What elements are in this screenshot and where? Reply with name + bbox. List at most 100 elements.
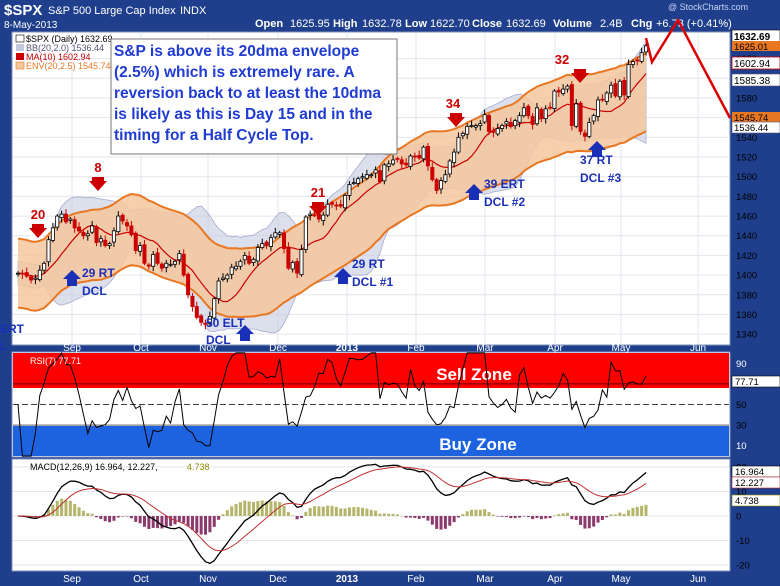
macd-hist-bar: [361, 507, 365, 516]
candle-body: [386, 163, 391, 167]
candle-body: [473, 125, 478, 128]
rsi-tick-label: 90: [736, 359, 747, 370]
candle-body: [159, 263, 164, 269]
candle-body: [526, 105, 531, 117]
volume-label: Volume: [553, 18, 592, 30]
x-tick-label-bottom: Sep: [63, 574, 81, 585]
x-tick-label: Jun: [690, 343, 706, 354]
candle-body: [125, 222, 130, 227]
macd-hist-bar: [526, 516, 530, 517]
macd-tick-label: -20: [736, 561, 750, 572]
candle-body: [238, 260, 243, 267]
candle-body: [55, 215, 60, 228]
macd-hist-bar: [631, 507, 635, 516]
macd-hist-bar: [103, 516, 107, 522]
macd-hist-bar: [321, 506, 325, 516]
candle-body: [260, 243, 265, 248]
macd-hist-bar: [456, 516, 460, 518]
x-tick-label-bottom: Feb: [407, 574, 425, 585]
marker-8: 8: [94, 160, 101, 175]
candle-body: [430, 167, 435, 181]
macd-hist-bar: [199, 516, 203, 535]
candle-body: [591, 115, 596, 122]
value-box-bb-up: [731, 73, 780, 87]
macd-hist-bar: [177, 516, 181, 522]
candle-body: [635, 59, 640, 62]
macd-hist-bar: [605, 516, 609, 518]
candle-body: [247, 255, 252, 264]
candle-body: [116, 215, 121, 233]
macd-hist-bar: [430, 516, 434, 525]
candle-body: [578, 102, 583, 132]
rsi-sell-zone: [13, 353, 729, 388]
macd-hist-bar: [138, 516, 142, 524]
value-box-ma: [731, 56, 780, 70]
candle-body: [303, 216, 308, 250]
index-name: S&P 500 Large Cap Index: [48, 5, 176, 17]
rsi-value: 77.71: [735, 377, 759, 388]
value-box-env-lo: [732, 112, 780, 123]
candle-body: [277, 232, 282, 235]
candle-body: [286, 246, 291, 269]
value-box-bb-lo: [731, 121, 780, 134]
candle-body: [129, 225, 134, 236]
candle-body: [491, 130, 496, 133]
sell-arrow: [309, 202, 327, 216]
y-tick-label: 1400: [736, 271, 757, 282]
macd-hist-bar: [278, 502, 282, 516]
macd-hist-bar: [387, 513, 391, 516]
candle-body: [439, 180, 444, 190]
macd-plot: -20-1001020: [13, 462, 750, 572]
macd-hist-bar: [286, 512, 290, 516]
macd-hist-box: [731, 494, 780, 507]
candle-body: [321, 214, 326, 221]
macd-hist-bar: [439, 516, 443, 530]
candle-body: [111, 230, 116, 243]
exchange: INDX: [180, 5, 207, 17]
candle-body: [46, 239, 51, 263]
candle-body: [587, 122, 592, 137]
watermark: @ StockCharts.com: [668, 2, 748, 12]
macd-hist-bar: [313, 506, 317, 516]
macd-hist-bar: [417, 516, 421, 519]
macd-hist-bar: [509, 516, 513, 519]
y-tick-label: 1480: [736, 192, 757, 203]
macd-hist-bar: [548, 516, 552, 519]
candle-body: [85, 233, 90, 237]
candle-body: [582, 132, 587, 137]
macd-hist-bar: [269, 501, 273, 516]
candle-body: [408, 155, 413, 167]
candle-body: [456, 136, 461, 153]
candle-body: [639, 52, 644, 62]
macd-hist-bar: [531, 516, 535, 520]
candle-body: [343, 194, 348, 209]
macd-hist-bar: [291, 515, 295, 516]
candle-body: [308, 213, 313, 216]
candle-body: [164, 262, 169, 268]
candle-body: [168, 263, 173, 266]
macd-hist-bar: [334, 506, 338, 516]
candle-body: [325, 203, 330, 216]
macd-hist-bar: [221, 514, 225, 516]
price-legend: $SPX (Daily) 1632.69 BB(20,2.0) 1536.44 …: [15, 34, 113, 71]
candle-body: [417, 155, 422, 159]
candle-body: [282, 232, 287, 249]
x-axis: Sep Sep Oct Oct Nov Nov Dec Dec 2013 2013 Feb Feb Ma…: [63, 343, 706, 585]
marker-37rt: 37 RT: [580, 153, 613, 167]
candle-body: [513, 120, 518, 127]
projection-line: [644, 17, 732, 119]
y-tick-label: 1580: [736, 93, 757, 104]
close-label: Close: [472, 18, 502, 30]
macd-hist-bar: [129, 516, 133, 519]
candle-body: [220, 277, 225, 280]
macd-signal-box: [731, 476, 780, 489]
marker-dcl3: DCL #3: [580, 171, 621, 185]
macd-hist-bar: [225, 510, 229, 516]
candle-body: [364, 174, 369, 179]
chg-value: +6.73 (+0.41%): [656, 18, 732, 30]
macd-hist-bar: [409, 516, 412, 518]
candle-body: [146, 264, 151, 267]
value-box-env-up: [732, 41, 780, 51]
macd-hist-bar: [404, 516, 408, 518]
annotation-box: [110, 38, 398, 155]
